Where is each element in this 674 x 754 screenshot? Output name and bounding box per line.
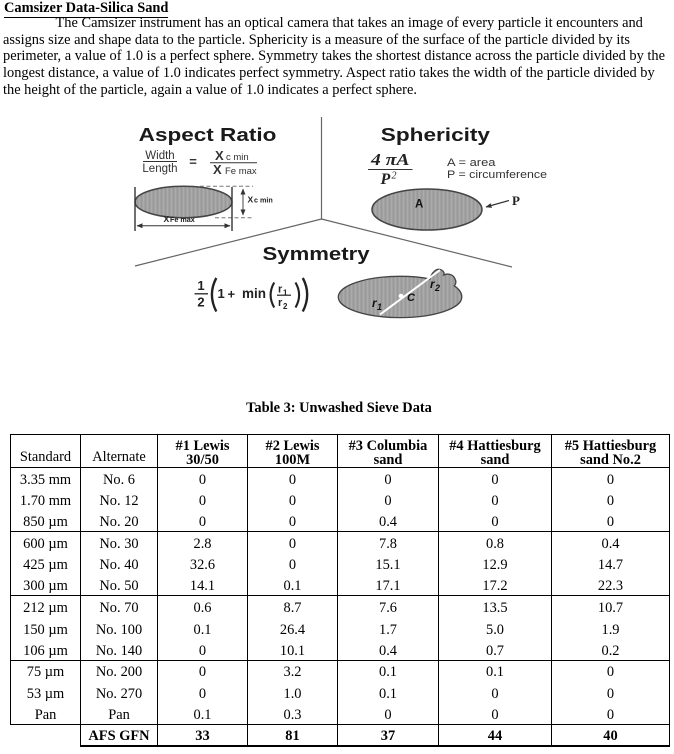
- svg-text:2: 2: [283, 302, 288, 311]
- svg-text:1: 1: [283, 289, 288, 298]
- svg-text:X: X: [164, 214, 170, 224]
- svg-text:Length: Length: [142, 163, 177, 175]
- svg-text:Fe max: Fe max: [225, 166, 257, 177]
- svg-text:C: C: [407, 292, 416, 304]
- svg-text:Fe max: Fe max: [170, 215, 195, 224]
- svg-text:P = circumference: P = circumference: [447, 169, 547, 181]
- svg-text:P: P: [512, 193, 520, 208]
- svg-text:Sphericity: Sphericity: [381, 125, 490, 145]
- svg-text:c min: c min: [254, 196, 273, 205]
- svg-text:X: X: [215, 148, 224, 163]
- svg-text:X: X: [213, 162, 222, 177]
- svg-text:min: min: [242, 286, 266, 301]
- svg-text:Symmetry: Symmetry: [263, 244, 370, 264]
- svg-text:A: A: [415, 199, 423, 211]
- svg-text:1: 1: [377, 302, 382, 312]
- svg-text:4 πA: 4 πA: [370, 150, 410, 169]
- svg-text:Aspect Ratio: Aspect Ratio: [139, 125, 277, 145]
- svg-text:2: 2: [197, 295, 204, 310]
- svg-text:r: r: [430, 277, 436, 291]
- svg-text:A = area: A = area: [447, 157, 497, 169]
- svg-text:=: =: [189, 154, 197, 169]
- svg-text:1: 1: [218, 286, 225, 301]
- svg-text:2: 2: [434, 283, 440, 293]
- svg-text:1: 1: [197, 278, 204, 293]
- svg-text:r: r: [278, 284, 283, 296]
- svg-text:r: r: [372, 296, 378, 310]
- svg-text:P: P: [380, 171, 391, 188]
- svg-text:r: r: [278, 297, 283, 309]
- svg-text:2: 2: [392, 171, 397, 182]
- svg-text:+: +: [228, 287, 236, 302]
- svg-text:X: X: [248, 195, 254, 205]
- svg-text:c min: c min: [226, 152, 249, 163]
- svg-text:Width: Width: [145, 150, 174, 162]
